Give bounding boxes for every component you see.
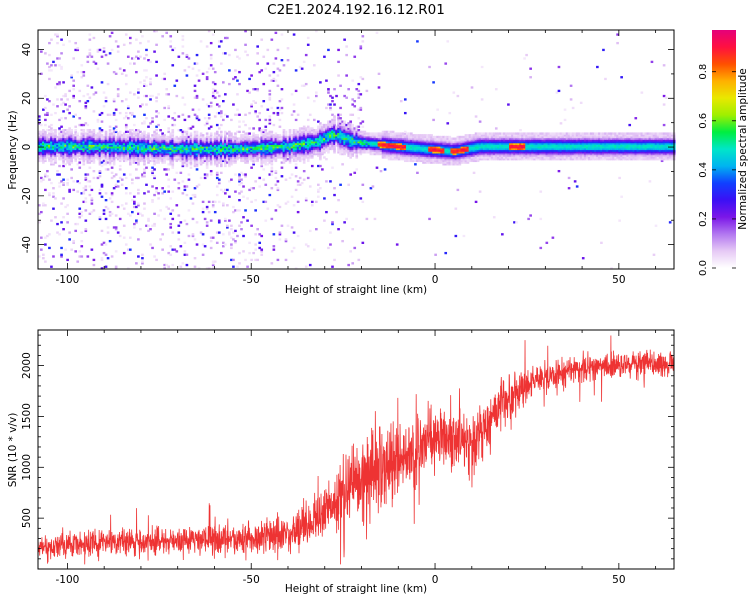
y-tick-label: 0: [21, 144, 33, 151]
colorbar-ticks: 0.0 0.2 0.4 0.6 0.8: [698, 64, 736, 276]
colorbar-tick-label: 0.8: [698, 64, 709, 80]
y-tick-label: 2000: [21, 352, 33, 379]
colorbar-tick-label: 0.4: [698, 162, 709, 178]
spectrogram-y-axis-label: Frequency (Hz): [7, 110, 19, 189]
snr-y-axis-label: SNR (10 * v/v): [7, 413, 19, 488]
colorbar-tick-label: 0.6: [698, 113, 709, 129]
colorbar-label: Normalized spectral amplitude: [737, 68, 749, 229]
colorbar-tick-label: 0.0: [698, 260, 709, 276]
y-tick-label: 1500: [21, 403, 33, 430]
x-tick-label: 0: [432, 574, 439, 586]
snr-series-line: [38, 335, 674, 565]
colorbar: 0.0 0.2 0.4 0.6 0.8 Normalized spectral ampl…: [698, 30, 749, 276]
colorbar-gradient: [712, 30, 736, 268]
y-tick-label: 1000: [21, 454, 33, 481]
spectrogram-x-axis-label: Height of straight line (km): [285, 284, 427, 296]
x-tick-label: 50: [612, 274, 625, 286]
figure-title: C2E1.2024.192.16.12.R01: [267, 2, 445, 18]
colorbar-tick-label: 0.2: [698, 211, 709, 227]
x-tick-label: -50: [243, 574, 260, 586]
spectrogram-frame: [37, 29, 675, 270]
x-tick-label: -100: [55, 274, 79, 286]
x-tick-label: -100: [55, 574, 79, 586]
spectrogram-plot-area: [38, 30, 676, 270]
y-tick-label: 20: [21, 92, 33, 105]
snr-axes: -100 -50 0 50 500 1000 1500 2000: [21, 330, 674, 586]
spectrogram-panel: -100 -50 0 50 -40 -20 0 20 40 Height of straight…: [7, 29, 676, 296]
snr-panel: -100 -50 0 50 500 1000 1500 2000 Height of stra…: [7, 329, 675, 595]
y-tick-label: 40: [21, 43, 33, 56]
x-tick-label: 50: [612, 574, 625, 586]
y-tick-label: 500: [21, 508, 33, 528]
snr-x-axis-label: Height of straight line (km): [285, 583, 427, 595]
y-tick-label: -40: [21, 236, 33, 253]
x-tick-label: 0: [432, 274, 439, 286]
spectrogram-axes: -100 -50 0 50 -40 -20 0 20 40: [21, 30, 674, 286]
y-tick-label: -20: [21, 187, 33, 204]
snr-frame: [37, 329, 675, 570]
x-tick-label: -50: [243, 274, 260, 286]
